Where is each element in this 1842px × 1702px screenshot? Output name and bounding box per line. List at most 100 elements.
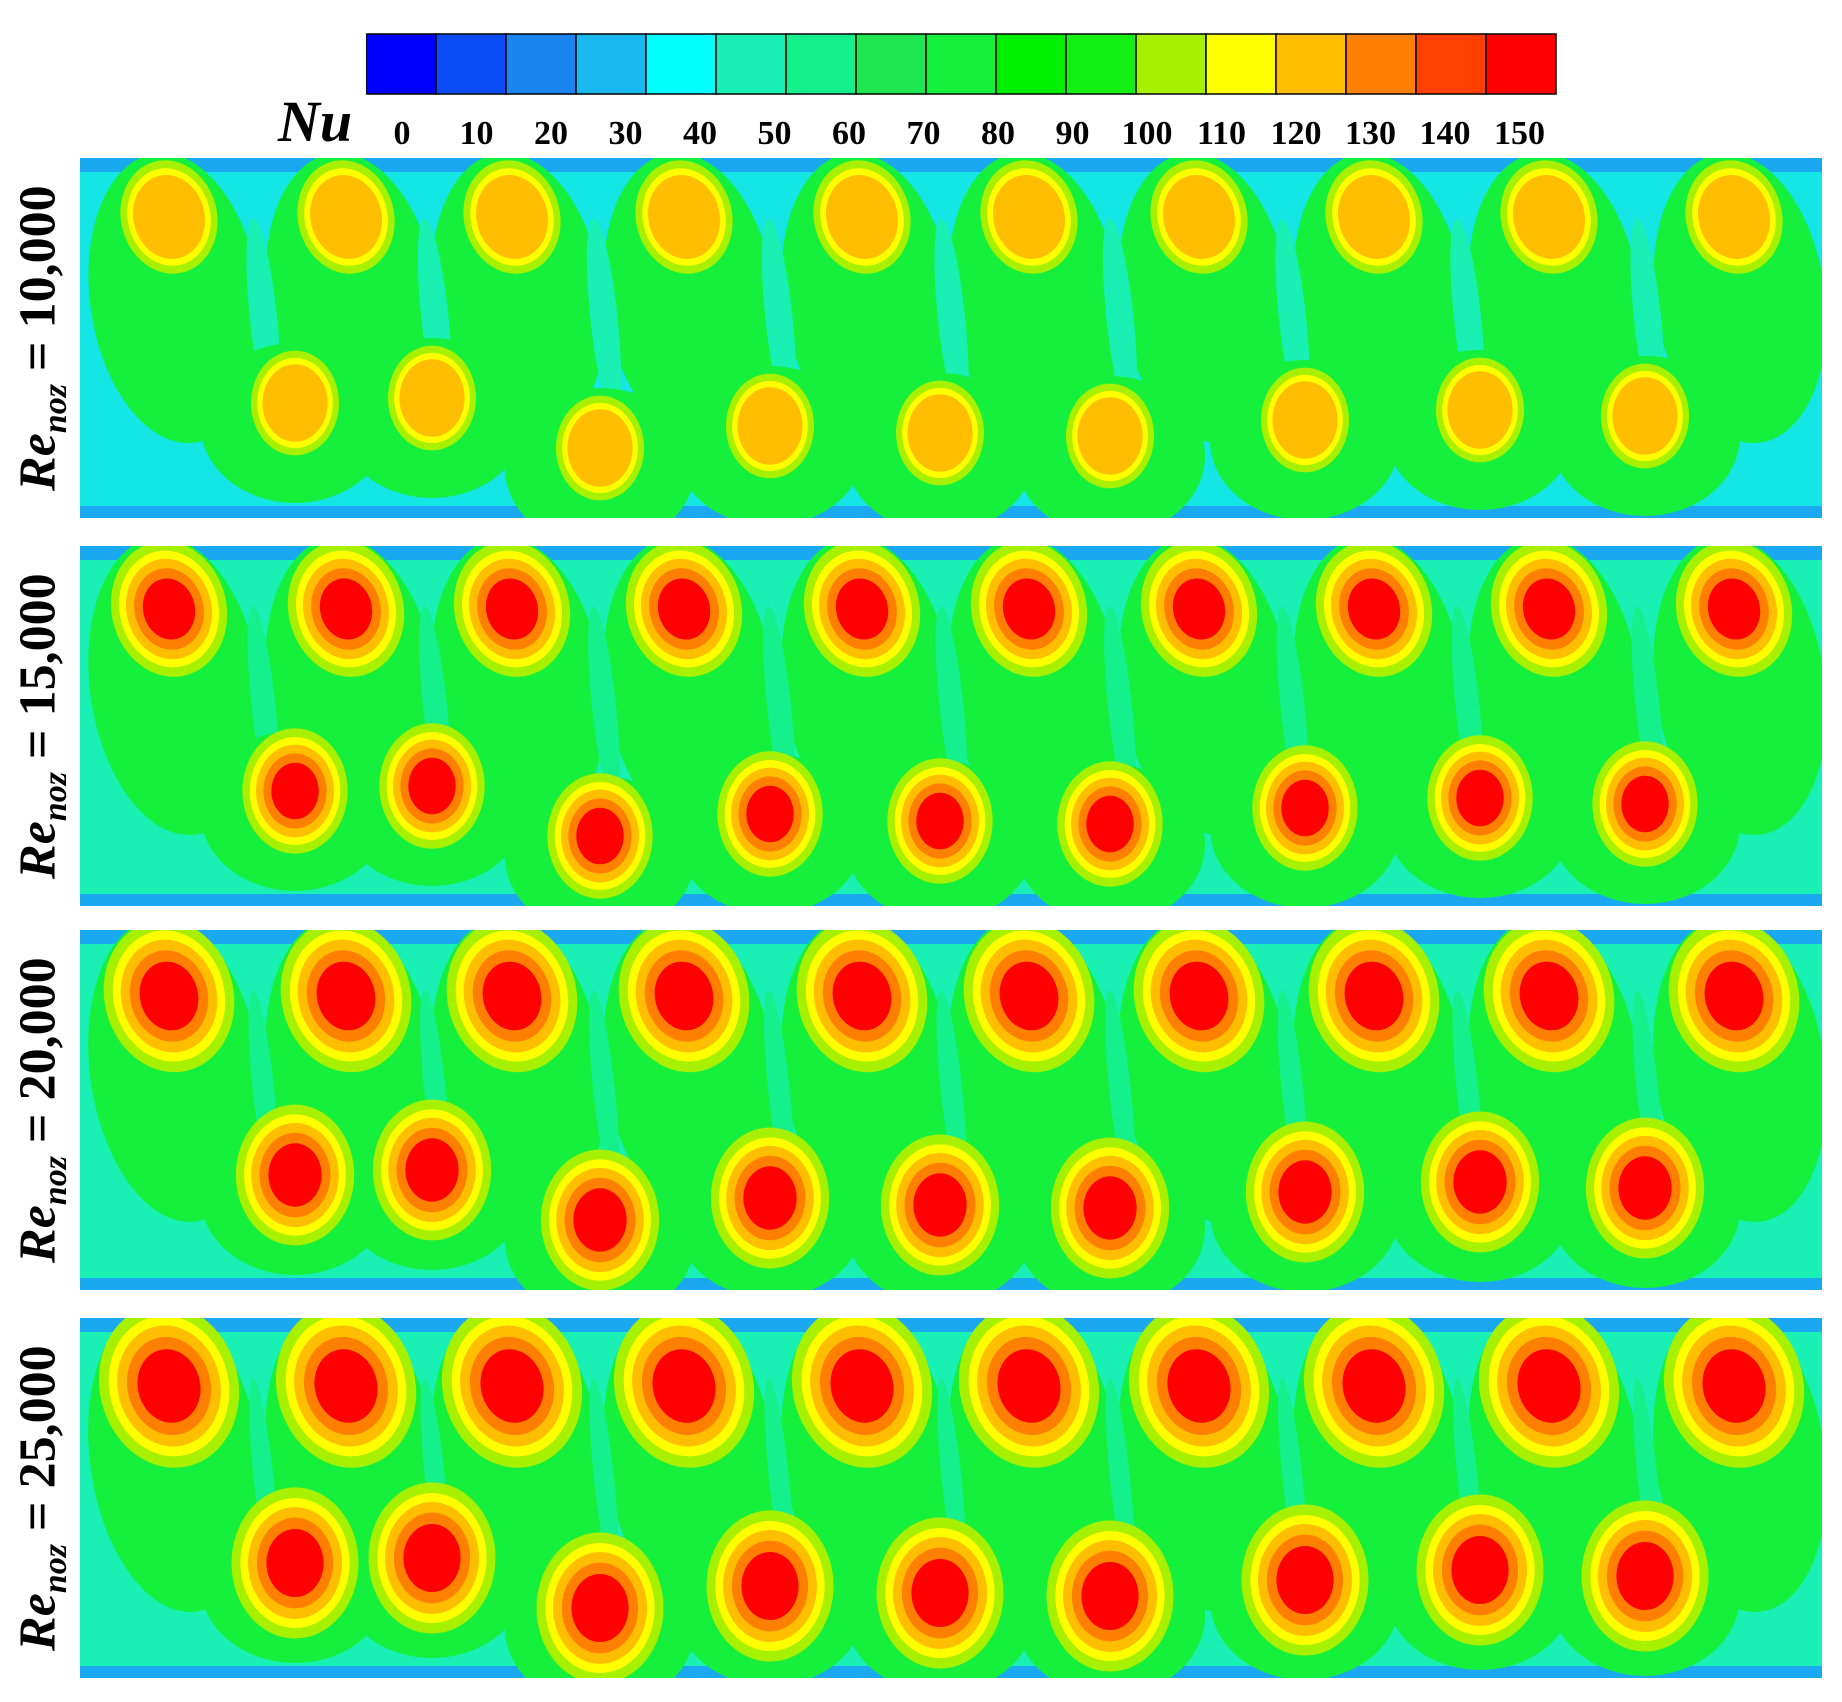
colorbar-swatch (995, 33, 1067, 95)
nu-contour (1102, 218, 1138, 418)
row-label-re-20000: Renoz = 20,000 (9, 957, 75, 1263)
colorbar-swatch (575, 33, 647, 95)
colorbar-swatch (1135, 33, 1207, 95)
nu-contour (1163, 175, 1235, 259)
nu-contour (1451, 1535, 1509, 1605)
colorbar-swatch (715, 33, 787, 95)
colorbar-tick-label: 140 (1420, 115, 1471, 152)
nu-contour (482, 961, 542, 1031)
nu-contour (1342, 1349, 1406, 1423)
nu-contour (652, 1349, 716, 1423)
nu-contour (1453, 1150, 1507, 1214)
nu-contour (586, 218, 622, 418)
colorbar-swatch (1275, 33, 1347, 95)
nu-contour (1702, 1349, 1766, 1423)
nu-contour (997, 1349, 1061, 1423)
colorbar-swatch (925, 33, 997, 95)
nu-contour (832, 961, 892, 1031)
nu-contour (826, 175, 898, 259)
nu-contour (399, 359, 465, 437)
nu-contour (405, 1138, 459, 1202)
colorbar-tick-label: 0 (394, 115, 411, 152)
nu-contour (1281, 779, 1329, 837)
nu-contour (310, 175, 382, 259)
nu-contour (268, 1143, 322, 1207)
colorbar-tick-label: 90 (1056, 115, 1090, 152)
row-label-re-10000: Renoz = 10,000 (9, 185, 75, 491)
nu-contour (935, 606, 968, 806)
nu-contour (589, 1378, 619, 1578)
heatmap-panel-re-10000 (80, 158, 1822, 518)
nu-contour (1002, 578, 1056, 640)
colorbar-swatch (1065, 33, 1137, 95)
colorbar-tick-label: 80 (981, 115, 1015, 152)
colorbar-tick-label: 70 (907, 115, 941, 152)
nu-contour (403, 1523, 461, 1593)
nu-contour (934, 218, 969, 418)
nu-contour (911, 1558, 969, 1628)
colorbar-swatch (1485, 33, 1557, 95)
nu-contour (137, 1349, 201, 1423)
nu-contour (567, 409, 633, 487)
nu-contour (993, 175, 1065, 259)
colorbar-tick-label: 120 (1271, 115, 1322, 152)
nu-contour (1618, 1156, 1672, 1220)
nu-contour (1707, 578, 1761, 640)
nu-contour (1278, 1160, 1332, 1224)
colorbar-tick-label: 100 (1122, 115, 1173, 152)
nu-contour (1083, 1176, 1137, 1240)
nu-contour (485, 578, 539, 640)
colorbar-tick-label: 20 (534, 115, 568, 152)
nu-contour (1086, 795, 1134, 853)
jet-impingement-spots (88, 1318, 1822, 1678)
colorbar-swatch (645, 33, 717, 95)
nu-contour (1519, 961, 1579, 1031)
nu-contour (271, 762, 319, 820)
nu-contour (571, 1573, 629, 1643)
jet-impingement-spots (88, 158, 1822, 518)
nu-contour (266, 1528, 324, 1598)
nu-contour (1513, 175, 1585, 259)
nu-contour (999, 961, 1059, 1031)
nu-contour (1272, 381, 1338, 459)
colorbar-swatch (366, 33, 437, 95)
nu-contour (476, 175, 548, 259)
colorbar-swatch (1415, 33, 1487, 95)
nu-contour (1276, 1545, 1334, 1615)
colorbar-tick-label: 30 (609, 115, 643, 152)
nu-contour (737, 387, 803, 465)
nu-contour (913, 1173, 967, 1237)
nu-contour (1338, 175, 1410, 259)
nu-contour (1167, 1349, 1231, 1423)
colorbar-swatch (435, 33, 507, 95)
nu-contour (1704, 961, 1764, 1031)
nu-contour (133, 175, 205, 259)
nu-contour (142, 578, 196, 640)
colorbar-tick-label: 40 (683, 115, 717, 152)
nu-contour (573, 1188, 627, 1252)
nu-contour (1621, 775, 1669, 833)
row-label-re-15000: Renoz = 15,000 (9, 573, 75, 879)
row-label-re-25000: Renoz = 25,000 (9, 1345, 75, 1651)
colorbar-swatch (855, 33, 927, 95)
colorbar-swatch (1205, 33, 1277, 95)
nu-contour (139, 961, 199, 1031)
nu-contour (1698, 175, 1770, 259)
nu-colorbar: 0 10 20 30 40 50 60 70 80 90 100 110 120 130 140 150 (366, 33, 1557, 152)
nu-contour (835, 578, 889, 640)
nu-contour (588, 606, 620, 806)
nu-contour (1522, 578, 1576, 640)
heatmap-panel-re-25000 (80, 1318, 1822, 1678)
heatmap-panel-re-20000 (80, 930, 1822, 1290)
nu-contour (319, 578, 373, 640)
nu-contour (1081, 1561, 1139, 1631)
colorbar-tick-label: 10 (460, 115, 494, 152)
nu-contour (1344, 961, 1404, 1031)
nu-contour (1104, 606, 1136, 806)
nu-contour (1616, 1541, 1674, 1611)
nu-contour (741, 1551, 799, 1621)
nu-contour (1105, 990, 1135, 1190)
nu-contour (262, 364, 328, 442)
nu-contour (916, 792, 964, 850)
colorbar-tick-label: 130 (1345, 115, 1396, 152)
